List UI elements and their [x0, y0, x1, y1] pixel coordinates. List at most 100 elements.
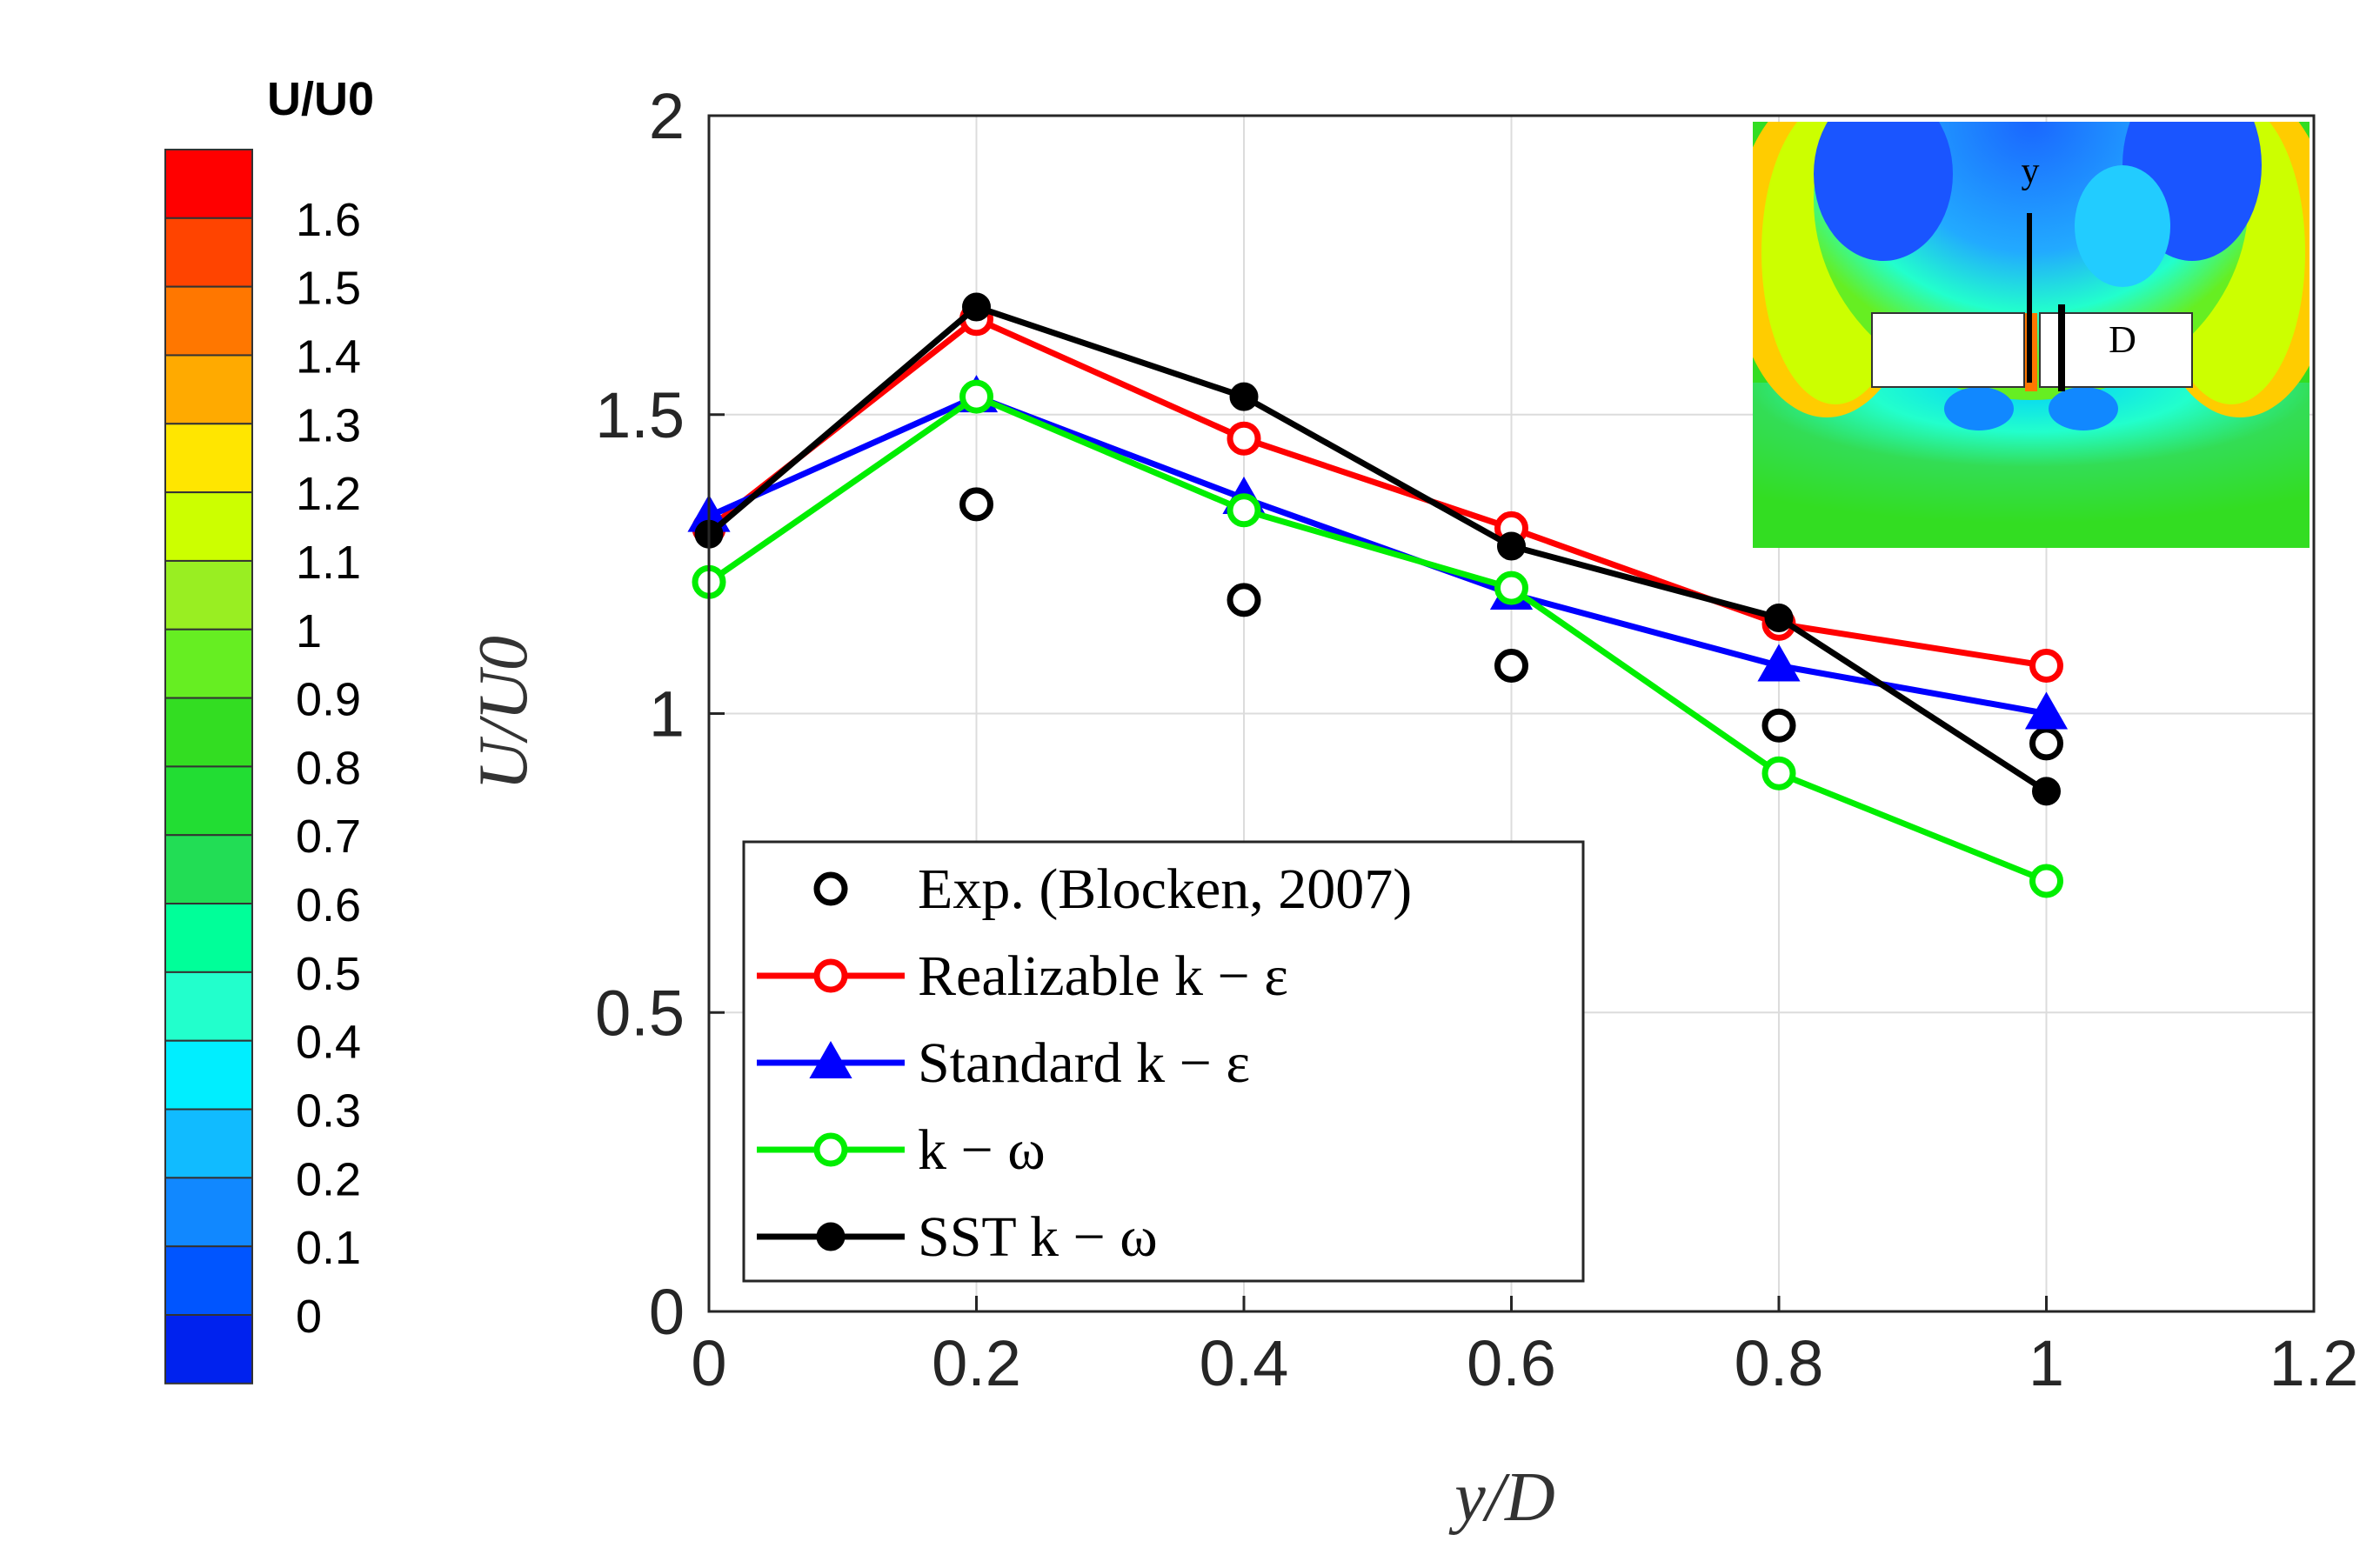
colorbar-swatch [164, 491, 253, 562]
colorbar-tick-label: 0.1 [296, 1222, 361, 1274]
colorbar-tick-label: 0 [296, 1291, 322, 1343]
legend-label: k − ω [918, 1118, 1046, 1182]
x-tick-label: 1.2 [2269, 1327, 2359, 1399]
data-point [1497, 531, 1526, 561]
colorbar-swatch [164, 1108, 253, 1179]
colorbar-tick-label: 0.3 [296, 1085, 361, 1138]
data-point [1761, 756, 1796, 791]
colorbar-swatch [164, 559, 253, 631]
colorbar-swatch [164, 149, 253, 219]
legend-item: SST k − ω [757, 1205, 1158, 1269]
inset-left-vortex [1814, 122, 1953, 261]
data-point [2032, 777, 2061, 806]
y-tick-label: 0 [649, 1276, 685, 1348]
inset-mid-vortex [2075, 165, 2170, 287]
colorbar-ticks: 1.6 1.5 1.4 1.3 1.2 1.1 1 0.9 0.8 0.7 0.6 0.5 0.4 0.3… [296, 194, 361, 1343]
colorbar-swatch [164, 971, 253, 1042]
series-line [706, 304, 2049, 794]
colorbar-tick-label: 1.2 [296, 468, 361, 520]
colorbar: U/U0 1.6 1.5 1.4 1.3 1.2 1.1 1 0.9 0.8 0.7 0.6 0.5 0… [164, 73, 374, 1385]
x-tick-label: 0.4 [1200, 1327, 1289, 1399]
colorbar-tick-label: 1 [296, 605, 322, 657]
x-tick-label: 0.6 [1467, 1327, 1556, 1399]
data-point [1757, 644, 1801, 682]
series-3 [692, 379, 2063, 898]
y-tick-label: 0.5 [595, 977, 685, 1049]
colorbar-tick-label: 0.9 [296, 674, 361, 726]
x-ticks: 0 0.2 0.4 0.6 0.8 1 1.2 [691, 1296, 2358, 1399]
colorbar-swatch [164, 217, 253, 288]
data-point [2029, 726, 2063, 761]
legend-item: Realizable k − ε [757, 944, 1288, 1008]
x-tick-label: 0 [691, 1327, 726, 1399]
colorbar-tick-label: 0.5 [296, 948, 361, 1000]
y-tick-label: 1.5 [595, 379, 685, 451]
data-point [1227, 421, 1261, 456]
x-tick-label: 0.2 [932, 1327, 1021, 1399]
data-point [959, 379, 993, 414]
legend-label: Standard k − ε [918, 1031, 1250, 1095]
series-layer [687, 292, 2069, 898]
colorbar-tick-label: 1.1 [296, 537, 361, 589]
legend-marker [813, 958, 848, 993]
colorbar-tick-label: 1.5 [296, 263, 361, 315]
legend-item: k − ω [757, 1118, 1046, 1182]
inset-label-y: y [2022, 151, 2040, 191]
legend-items: Exp. (Blocken, 2007) Realizable k − ε Stan… [757, 857, 1412, 1269]
legend-label: Exp. (Blocken, 2007) [918, 857, 1412, 921]
colorbar-swatch [164, 1039, 253, 1111]
inset-bottom-vortex-right [2049, 387, 2118, 430]
colorbar-swatch [164, 628, 253, 699]
y-tick-label: 2 [649, 80, 685, 152]
data-point [1494, 649, 1528, 683]
data-point [1227, 583, 1261, 617]
y-ticks: 0 0.5 1 1.5 2 [595, 80, 725, 1348]
x-tick-label: 0.8 [1735, 1327, 1824, 1399]
colorbar-tick-label: 0.4 [296, 1017, 361, 1069]
data-point [2029, 864, 2063, 898]
colorbar-swatch [164, 697, 253, 768]
inset-building-left [1871, 312, 2025, 388]
legend: Exp. (Blocken, 2007) Realizable k − ε Stan… [742, 840, 1585, 1283]
series-line [707, 393, 2048, 884]
y-tick-label: 1 [649, 678, 685, 751]
legend-marker [813, 1132, 848, 1167]
series-0 [959, 487, 2063, 761]
colorbar-swatch [164, 903, 253, 973]
legend-marker [809, 1040, 852, 1078]
series-4 [694, 292, 2061, 806]
colorbar-tick-label: 0.7 [296, 811, 361, 863]
data-point [1764, 604, 1794, 632]
legend-marker [813, 871, 848, 906]
colorbar-swatch [164, 1314, 253, 1385]
x-axis-label: y/D [1448, 1459, 1555, 1536]
colorbar-tick-label: 0.6 [296, 879, 361, 931]
colorbar-swatch [164, 423, 253, 494]
legend-item: Exp. (Blocken, 2007) [813, 857, 1412, 921]
colorbar-tick-label: 1.6 [296, 194, 361, 246]
inset-bottom-vortex-left [1944, 387, 2014, 430]
colorbar-swatch [164, 1177, 253, 1248]
colorbar-title: U/U0 [267, 73, 374, 125]
colorbar-swatch [164, 765, 253, 837]
legend-label: Realizable k − ε [918, 944, 1288, 1008]
colorbar-swatch [164, 1245, 253, 1317]
legend-marker [816, 1222, 846, 1251]
data-point [1494, 570, 1528, 605]
y-axis-label: U/U0 [465, 636, 542, 791]
colorbar-swatch [164, 354, 253, 425]
series-line [706, 316, 2048, 669]
inset-contour-image: y D [1753, 122, 2309, 548]
colorbar-swatch [164, 834, 253, 905]
data-point [2024, 691, 2069, 730]
legend-label: SST k − ω [918, 1205, 1158, 1269]
data-point [1761, 708, 1796, 743]
colorbar-swatches [164, 149, 253, 1385]
data-point [1229, 382, 1259, 411]
inset-building-right [2039, 312, 2193, 388]
colorbar-swatch [164, 285, 253, 357]
data-point [962, 292, 991, 322]
inset-label-d: D [2109, 318, 2136, 361]
legend-item: Standard k − ε [757, 1031, 1250, 1095]
